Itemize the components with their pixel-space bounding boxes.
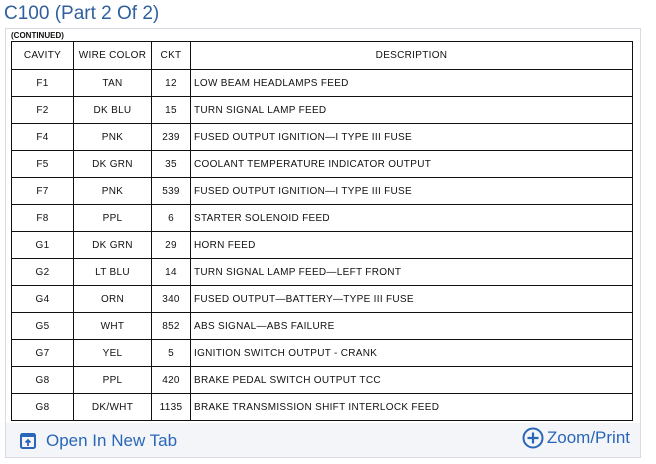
page-title: C100 (Part 2 Of 2): [4, 3, 160, 24]
column-header: WIRE COLOR: [73, 41, 152, 70]
cavity-cell: F8: [11, 204, 74, 232]
cavity-cell: G5: [11, 312, 74, 340]
column-header: DESCRIPTION: [190, 41, 633, 70]
wire-color-cell: DK BLU: [73, 96, 152, 124]
cavity-cell: F5: [11, 150, 74, 178]
ckt-cell: 35: [151, 150, 191, 178]
wire-color-cell: PNK: [73, 177, 152, 205]
wire-color-cell: TAN: [73, 69, 152, 97]
continued-label: (CONTINUED): [11, 31, 64, 40]
wire-color-cell: PPL: [73, 366, 152, 394]
table-row: F5 DK GRN 35 COOLANT TEMPERATURE INDICATOR …: [11, 150, 633, 178]
wire-color-cell: DK GRN: [73, 231, 152, 259]
wire-color-cell: DK/WHT: [73, 393, 152, 421]
table-row: G8 DK/WHT 1135 BRAKE TRANSMISSION SHIFT INT…: [11, 393, 633, 421]
wire-color-cell: WHT: [73, 312, 152, 340]
table-row: F1 TAN 12 LOW BEAM HEADLAMPS FEED: [11, 69, 633, 97]
description-cell: STARTER SOLENOID FEED: [190, 204, 633, 232]
wire-color-cell: PPL: [73, 204, 152, 232]
table-row: G1 DK GRN 29 HORN FEED: [11, 231, 633, 259]
wire-color-cell: DK GRN: [73, 150, 152, 178]
ckt-cell: 15: [151, 96, 191, 124]
table-row: G8 PPL 420 BRAKE PEDAL SWITCH OUTPUT TCC: [11, 366, 633, 394]
column-header: CAVITY: [11, 41, 74, 70]
ckt-cell: 6: [151, 204, 191, 232]
ckt-cell: 5: [151, 339, 191, 367]
description-cell: ABS SIGNAL—ABS FAILURE: [190, 312, 633, 340]
description-cell: FUSED OUTPUT IGNITION—I TYPE III FUSE: [190, 123, 633, 151]
table-row: F8 PPL 6 STARTER SOLENOID FEED: [11, 204, 633, 232]
ckt-cell: 12: [151, 69, 191, 97]
ckt-cell: 14: [151, 258, 191, 286]
cavity-cell: G2: [11, 258, 74, 286]
description-cell: FUSED OUTPUT IGNITION—I TYPE III FUSE: [190, 177, 633, 205]
description-cell: HORN FEED: [190, 231, 633, 259]
wire-color-cell: ORN: [73, 285, 152, 313]
wire-color-cell: LT BLU: [73, 258, 152, 286]
plus-circle-icon: [522, 427, 544, 449]
zoom-print-label: Zoom/Print: [546, 428, 630, 447]
ckt-cell: 852: [151, 312, 191, 340]
ckt-cell: 420: [151, 366, 191, 394]
description-cell: IGNITION SWITCH OUTPUT - CRANK: [190, 339, 633, 367]
ckt-cell: 1135: [151, 393, 191, 421]
connector-document: (CONTINUED) CAVITY WIRE COLOR CKT DESCRI…: [6, 29, 640, 423]
cavity-cell: G1: [11, 231, 74, 259]
cavity-cell: G4: [11, 285, 74, 313]
zoom-print-button[interactable]: Zoom/Print: [522, 427, 630, 449]
column-header: CKT: [151, 41, 191, 70]
wire-color-cell: YEL: [73, 339, 152, 367]
cavity-table: CAVITY WIRE COLOR CKT DESCRIPTION F1 TAN 1…: [11, 41, 633, 421]
cavity-cell: G8: [11, 393, 74, 421]
open-new-tab-icon: [20, 433, 36, 449]
ckt-cell: 239: [151, 123, 191, 151]
description-cell: BRAKE TRANSMISSION SHIFT INTERLOCK FEED: [190, 393, 633, 421]
description-cell: BRAKE PEDAL SWITCH OUTPUT TCC: [190, 366, 633, 394]
description-cell: TURN SIGNAL LAMP FEED—LEFT FRONT: [190, 258, 633, 286]
cavity-cell: F7: [11, 177, 74, 205]
cavity-cell: F2: [11, 96, 74, 124]
table-header: CAVITY WIRE COLOR CKT DESCRIPTION: [11, 41, 633, 70]
ckt-cell: 539: [151, 177, 191, 205]
description-cell: TURN SIGNAL LAMP FEED: [190, 96, 633, 124]
open-in-new-tab-button[interactable]: Open In New Tab: [20, 431, 177, 451]
cavity-cell: G7: [11, 339, 74, 367]
wire-color-cell: PNK: [73, 123, 152, 151]
description-cell: FUSED OUTPUT—BATTERY—TYPE III FUSE: [190, 285, 633, 313]
table-row: G4 ORN 340 FUSED OUTPUT—BATTERY—TYPE III FU…: [11, 285, 633, 313]
description-cell: COOLANT TEMPERATURE INDICATOR OUTPUT: [190, 150, 633, 178]
ckt-cell: 29: [151, 231, 191, 259]
table-row: G7 YEL 5 IGNITION SWITCH OUTPUT - CRANK: [11, 339, 633, 367]
description-cell: LOW BEAM HEADLAMPS FEED: [190, 69, 633, 97]
open-in-new-tab-label: Open In New Tab: [46, 431, 178, 450]
table-row: F4 PNK 239 FUSED OUTPUT IGNITION—I TYPE III…: [11, 123, 633, 151]
table-row: G5 WHT 852 ABS SIGNAL—ABS FAILURE: [11, 312, 633, 340]
ckt-cell: 340: [151, 285, 191, 313]
image-panel: (CONTINUED) CAVITY WIRE COLOR CKT DESCRI…: [5, 28, 641, 458]
table-row: F2 DK BLU 15 TURN SIGNAL LAMP FEED: [11, 96, 633, 124]
cavity-cell: G8: [11, 366, 74, 394]
table-row: G2 LT BLU 14 TURN SIGNAL LAMP FEED—LEFT FRO…: [11, 258, 633, 286]
cavity-cell: F1: [11, 69, 74, 97]
footer-bar: Open In New Tab Zoom/Print: [6, 423, 640, 457]
cavity-cell: F4: [11, 123, 74, 151]
table-row: F7 PNK 539 FUSED OUTPUT IGNITION—I TYPE III…: [11, 177, 633, 205]
